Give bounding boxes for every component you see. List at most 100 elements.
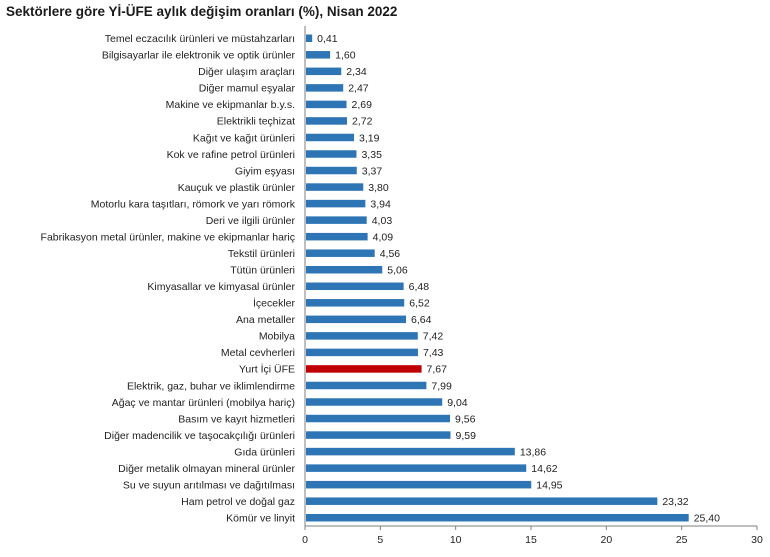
- x-tick-label: 5: [377, 534, 383, 546]
- category-label: Su ve suyun arıtılması ve dağıtılması: [123, 479, 295, 491]
- value-label: 0,41: [317, 33, 338, 45]
- category-label: Tekstil ürünleri: [228, 248, 295, 260]
- value-label: 7,67: [427, 364, 448, 376]
- value-label: 13,86: [520, 446, 546, 458]
- bar: [306, 34, 313, 43]
- value-label: 2,69: [352, 99, 373, 111]
- value-label: 3,19: [359, 132, 380, 144]
- x-tick-label: 30: [751, 534, 763, 546]
- category-label: Mobilya: [259, 331, 295, 343]
- category-label: Kauçuk ve plastik ürünler: [178, 182, 296, 194]
- category-label: Bilgisayarlar ile elektronik ve optik ür…: [102, 50, 296, 62]
- value-label: 5,06: [387, 265, 408, 277]
- value-label: 4,03: [372, 215, 393, 227]
- category-label: Yurt İçi ÜFE: [239, 363, 295, 376]
- value-label: 9,56: [455, 413, 476, 425]
- x-tick-label: 0: [302, 534, 308, 546]
- bar: [306, 265, 383, 274]
- category-label: Deri ve ilgili ürünler: [206, 215, 296, 227]
- value-label: 9,04: [447, 397, 468, 409]
- x-tick-label: 15: [525, 534, 537, 546]
- bar: [306, 365, 422, 373]
- category-label: Ağaç ve mantar ürünleri (mobilya hariç): [112, 397, 295, 409]
- category-label: Elektrik, gaz, buhar ve iklimlendirme: [127, 380, 295, 392]
- bar: [306, 216, 367, 224]
- value-label: 4,09: [373, 231, 394, 243]
- category-label: Makine ve ekipmanlar b.y.s.: [166, 99, 295, 111]
- value-label: 3,37: [362, 165, 383, 177]
- category-label: Kağıt ve kağıt ürünleri: [193, 132, 295, 144]
- bar: [306, 133, 355, 142]
- category-label: Diğer madencilik ve taşocakçılığı ürünle…: [104, 430, 295, 442]
- bar: [306, 513, 689, 522]
- bar: [306, 348, 418, 357]
- value-label: 23,32: [662, 496, 688, 508]
- value-label: 6,48: [409, 281, 430, 293]
- category-label: Kok ve rafine petrol ürünleri: [167, 149, 295, 161]
- bar: [306, 100, 347, 109]
- bar: [306, 464, 527, 472]
- value-label: 7,99: [431, 380, 452, 392]
- bar: [306, 398, 443, 406]
- bar: [306, 67, 342, 76]
- value-label: 3,35: [361, 149, 382, 161]
- category-label: Tütün ürünleri: [230, 265, 295, 277]
- category-label: Kimyasallar ve kimyasal ürünler: [147, 281, 295, 293]
- category-label: Diğer ulaşım araçları: [198, 66, 295, 78]
- value-label: 9,59: [455, 430, 476, 442]
- value-label: 25,40: [694, 513, 720, 525]
- category-label: Basım ve kayıt hizmetleri: [178, 413, 295, 425]
- category-label: Gıda ürünleri: [234, 446, 295, 458]
- bar: [306, 299, 405, 307]
- category-label: Diğer mamul eşyalar: [199, 83, 296, 95]
- value-label: 14,95: [536, 479, 562, 491]
- category-label: Motorlu kara taşıtları, römork ve yarı r…: [91, 198, 296, 210]
- category-label: Ham petrol ve doğal gaz: [181, 496, 295, 508]
- value-label: 2,72: [352, 116, 373, 128]
- bar: [306, 414, 451, 423]
- bar: [306, 199, 366, 208]
- value-label: 6,64: [411, 314, 432, 326]
- bar: [306, 381, 427, 390]
- bar: [306, 480, 532, 489]
- bar: [306, 447, 515, 456]
- value-label: 6,52: [409, 298, 430, 310]
- bar: [306, 232, 368, 241]
- chart-title: Sektörlere göre Yİ-ÜFE aylık değişim ora…: [6, 4, 398, 19]
- bar: [306, 249, 375, 257]
- category-label: İçecekler: [253, 297, 296, 310]
- value-label: 1,60: [335, 50, 356, 62]
- category-label: Ana metaller: [236, 314, 295, 326]
- bar: [306, 282, 404, 291]
- x-tick-label: 10: [450, 534, 462, 546]
- value-label: 3,80: [368, 182, 389, 194]
- bar: [306, 497, 658, 505]
- bar: [306, 431, 451, 439]
- value-label: 14,62: [531, 463, 557, 475]
- bar: [306, 117, 347, 125]
- category-label: Metal cevherleri: [221, 347, 295, 359]
- value-label: 4,56: [380, 248, 401, 260]
- bars-layer: Temel eczacılık ürünleri ve müstahzarlar…: [41, 33, 721, 524]
- x-tick-label: 25: [676, 534, 688, 546]
- value-label: 7,43: [423, 347, 444, 359]
- category-label: Kömür ve linyit: [226, 513, 295, 525]
- bar: [306, 166, 357, 175]
- bar: [306, 183, 364, 191]
- category-label: Elektrikli teçhizat: [217, 116, 295, 128]
- value-label: 7,42: [423, 331, 444, 343]
- bar: [306, 332, 418, 340]
- category-label: Fabrikasyon metal ürünler, makine ve eki…: [41, 231, 295, 243]
- x-tick-label: 20: [600, 534, 612, 546]
- bar: [306, 51, 331, 59]
- bar: [306, 315, 407, 324]
- axis-layer: 0 5 10 15 20 25 30: [302, 26, 763, 546]
- value-label: 2,34: [346, 66, 367, 78]
- value-label: 3,94: [370, 198, 391, 210]
- category-label: Diğer metalik olmayan mineral ürünler: [118, 463, 295, 475]
- category-label: Giyim eşyası: [235, 165, 295, 177]
- bar: [306, 84, 344, 92]
- bar: [306, 150, 357, 158]
- category-label: Temel eczacılık ürünleri ve müstahzarlar…: [105, 33, 295, 45]
